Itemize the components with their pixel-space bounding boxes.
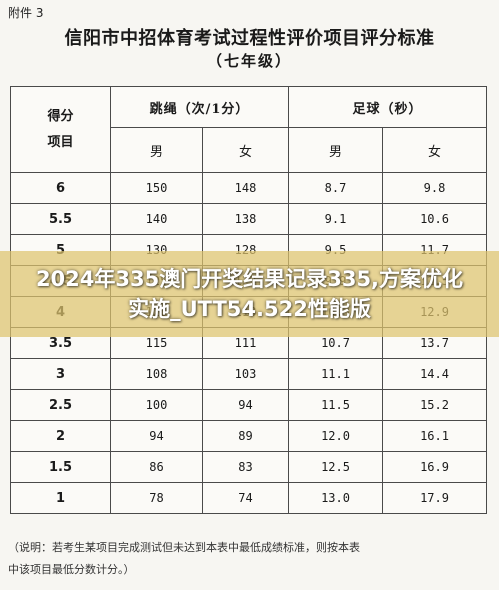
score-cell: 1: [10, 482, 111, 514]
rope-female-cell: 103: [201, 358, 290, 390]
rope-skipping-header: 跳绳（次/1分）: [109, 86, 290, 128]
rope-male-cell: 94: [110, 420, 203, 452]
rope-female-cell: 138: [201, 203, 290, 235]
football-female-cell: 9.8: [382, 172, 488, 204]
table-row: 2 94 89 12.0 16.1: [10, 420, 488, 452]
football-male-header: 男: [288, 127, 384, 173]
rope-male-cell: 86: [110, 451, 203, 483]
rope-female-cell: 74: [201, 482, 290, 514]
page-title: 信阳市中招体育考试过程性评价项目评分标准: [64, 28, 435, 49]
rope-female-cell: 94: [201, 389, 290, 421]
table-row: 1 78 74 13.0 17.9: [10, 482, 488, 514]
score-item-header: 得分 项目: [10, 86, 111, 173]
header-sub-row: 男 女 男 女: [11, 127, 488, 173]
table-row: 2.5 100 94 11.5 15.2: [10, 389, 488, 421]
table-row: 5.5 140 138 9.1 10.6: [10, 203, 488, 235]
score-cell: 5.5: [10, 203, 111, 235]
footnote: （说明：若考生某项目完成测试但未达到本表中最低成绩标准，则按本表 中该项目最低分…: [8, 537, 492, 581]
header-group-row: 得分 项目 跳绳（次/1分） 足球（秒）: [10, 86, 488, 173]
football-female-cell: 14.4: [382, 358, 488, 390]
football-male-cell: 9.1: [288, 203, 384, 235]
score-cell: 2: [10, 420, 111, 452]
rope-female-cell: 89: [201, 420, 290, 452]
footnote-line2: 中该项目最低分数计分。）: [8, 563, 135, 576]
football-male-cell: 12.5: [288, 451, 384, 483]
rope-male-cell: 140: [110, 203, 203, 235]
football-male-cell: 13.0: [288, 482, 384, 514]
football-female-cell: 16.9: [382, 451, 488, 483]
score-cell: 2.5: [10, 389, 111, 421]
rope-female-header: 女: [201, 127, 290, 173]
score-cell: 6: [10, 172, 111, 204]
table-body: 6 150 148 8.7 9.8 5.5 140 138 9.1 10.6 5 130 128 9.5 1…: [10, 172, 488, 514]
score-cell: 1.5: [10, 451, 111, 483]
rope-male-cell: 78: [110, 482, 203, 514]
attachment-label: 附件 3: [8, 6, 44, 20]
football-female-cell: 16.1: [382, 420, 488, 452]
football-male-cell: 8.7: [288, 172, 384, 204]
football-male-cell: 11.5: [288, 389, 384, 421]
table-row: 6 150 148 8.7 9.8: [10, 172, 488, 204]
rope-male-cell: 108: [110, 358, 203, 390]
footnote-line1: （说明：若考生某项目完成测试但未达到本表中最低成绩标准，则按本表: [8, 541, 360, 554]
rope-male-cell: 150: [110, 172, 203, 204]
score-header-line1: 得分: [47, 108, 74, 124]
overlay-banner-text: 2024年335澳门开奖结果记录335,方案优化实施_UTT54.522性能版: [35, 267, 464, 321]
page-subtitle: （七年级）: [206, 52, 292, 70]
rope-female-cell: 148: [201, 172, 290, 204]
score-header-line2: 项目: [47, 134, 74, 150]
rope-male-cell: 100: [110, 389, 203, 421]
football-female-cell: 10.6: [382, 203, 488, 235]
table-row: 3 108 103 11.1 14.4: [10, 358, 488, 390]
football-header: 足球（秒）: [288, 86, 488, 128]
table-row: 1.5 86 83 12.5 16.9: [10, 451, 488, 483]
rope-female-cell: 83: [201, 451, 290, 483]
football-female-cell: 15.2: [382, 389, 488, 421]
football-female-cell: 17.9: [382, 482, 488, 514]
rope-male-header: 男: [110, 127, 203, 173]
football-female-header: 女: [382, 127, 488, 173]
score-cell: 3: [10, 358, 111, 390]
overlay-banner: 2024年335澳门开奖结果记录335,方案优化实施_UTT54.522性能版: [0, 251, 499, 337]
football-male-cell: 11.1: [288, 358, 384, 390]
football-male-cell: 12.0: [288, 420, 384, 452]
